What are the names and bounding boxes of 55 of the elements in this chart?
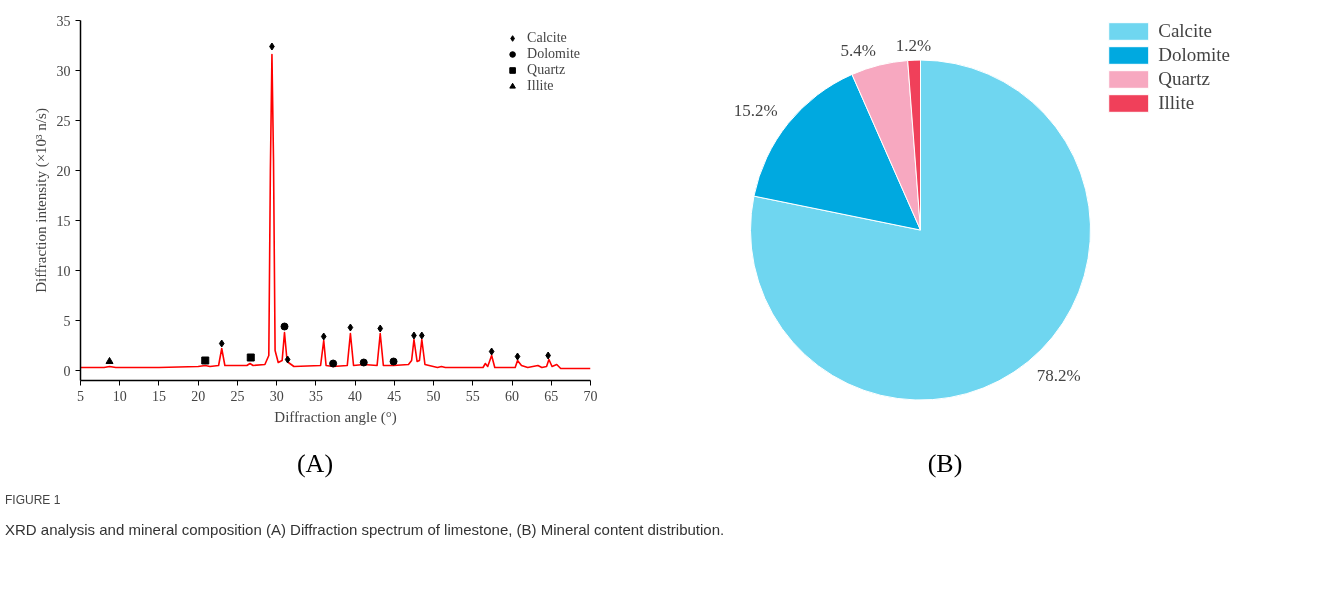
legend-label: Illite bbox=[527, 78, 554, 94]
text: XRD analysis and mineral composition (A) Diffraction spectrum of limestone, (B) Mineral content distribution. bbox=[5, 520, 725, 541]
x-tick-label: 15 bbox=[151, 388, 166, 404]
point bbox=[280, 322, 289, 331]
point bbox=[418, 331, 425, 340]
x-tick-label: 60 bbox=[505, 388, 520, 404]
caption: FIGURE 1 bbox=[5, 492, 61, 510]
point bbox=[347, 323, 354, 332]
legend-label: Calcite bbox=[527, 30, 567, 46]
x-tick-label: 20 bbox=[191, 388, 206, 404]
legend-label: Dolomite bbox=[1158, 44, 1230, 66]
data-label: 15.2% bbox=[733, 101, 778, 121]
text: (B) bbox=[927, 448, 963, 480]
x-tick-label: 65 bbox=[544, 388, 559, 404]
y-tick-label: 25 bbox=[56, 113, 71, 129]
legend-label: Illite bbox=[1158, 92, 1195, 114]
y-tick-label: 5 bbox=[63, 313, 71, 329]
legend-label: Quartz bbox=[1158, 68, 1210, 90]
data-label: 1.2% bbox=[895, 35, 932, 55]
legend-label: Dolomite bbox=[527, 46, 580, 62]
x-tick-label: 45 bbox=[387, 388, 402, 404]
y-tick-label: 30 bbox=[56, 63, 71, 79]
x-tick-label: 5 bbox=[77, 388, 84, 404]
legend-label: Calcite bbox=[1158, 20, 1213, 42]
x-tick-label: 50 bbox=[426, 388, 441, 404]
y-tick-label: 10 bbox=[56, 263, 71, 279]
point bbox=[284, 355, 291, 364]
point bbox=[389, 357, 398, 366]
x-tick-label: 10 bbox=[112, 388, 127, 404]
x-tick-label: 30 bbox=[269, 388, 284, 404]
point bbox=[320, 332, 327, 341]
point bbox=[488, 347, 495, 356]
point bbox=[377, 324, 384, 333]
data-label: 5.4% bbox=[840, 41, 876, 61]
point bbox=[201, 356, 210, 365]
point bbox=[246, 353, 255, 362]
y-tick-label: 35 bbox=[56, 13, 71, 29]
y-axis-title: Diffraction intensity (×10³ n/s) bbox=[32, 108, 50, 293]
x-tick-label: 25 bbox=[230, 388, 245, 404]
point bbox=[329, 359, 338, 368]
point bbox=[105, 356, 114, 365]
x-tick-label: 55 bbox=[465, 388, 480, 404]
legend-label: Quartz bbox=[527, 62, 566, 78]
y-tick-label: 0 bbox=[63, 363, 71, 379]
x-axis-title: Diffraction angle (°) bbox=[274, 408, 397, 426]
data-label: 78.2% bbox=[1036, 365, 1081, 385]
point bbox=[218, 339, 225, 348]
y-tick-label: 15 bbox=[56, 213, 71, 229]
x-tick-label: 35 bbox=[308, 388, 323, 404]
x-tick-label: 70 bbox=[583, 388, 598, 404]
text: (A) bbox=[296, 448, 334, 480]
point bbox=[359, 358, 368, 367]
x-tick-label: 40 bbox=[348, 388, 363, 404]
point bbox=[514, 352, 521, 361]
y-tick-label: 20 bbox=[56, 163, 71, 179]
